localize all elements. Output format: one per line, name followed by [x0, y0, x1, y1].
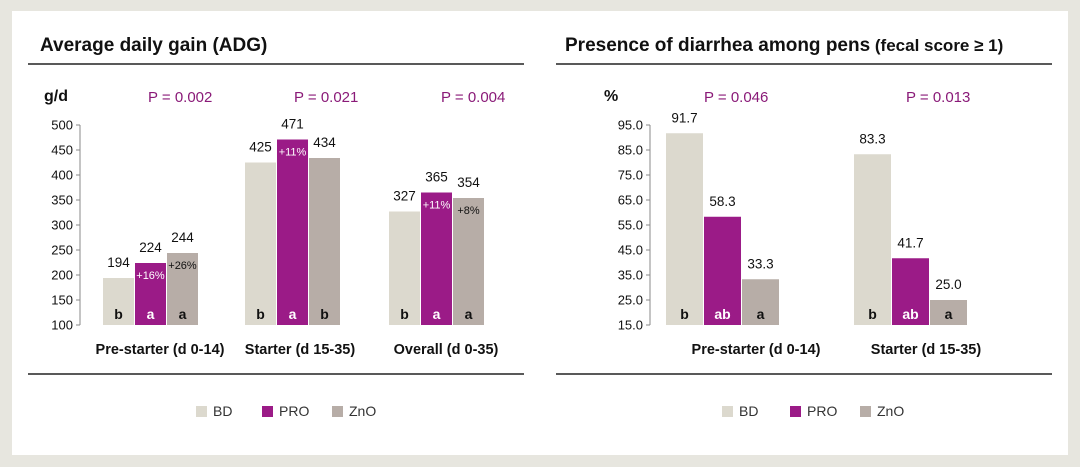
bar-pro [421, 192, 452, 325]
chart-subtitle: (fecal score ≥ 1) [870, 36, 1003, 55]
chart-title: Presence of diarrhea among pens (fecal s… [565, 35, 1003, 56]
significance-letter: a [179, 306, 187, 322]
y-tick-label: 500 [51, 118, 73, 133]
bar-value-label: 91.7 [671, 110, 697, 125]
bar-bd [103, 278, 134, 325]
legend-swatch-bd [722, 406, 733, 417]
bar-value-label: 83.3 [859, 131, 885, 146]
y-tick-label: 450 [51, 143, 73, 158]
significance-letter: a [757, 306, 765, 322]
bar-value-label: 365 [425, 170, 448, 185]
y-tick-label: 45.0 [618, 243, 643, 258]
significance-letter: ab [902, 306, 918, 322]
percent-change-label: +8% [457, 205, 480, 217]
significance-letter: b [256, 306, 265, 322]
bar-value-label: 425 [249, 140, 272, 155]
bar-value-label: 354 [457, 175, 480, 190]
significance-letter: b [320, 306, 329, 322]
x-category-label: Pre-starter (d 0-14) [692, 342, 821, 358]
significance-letter: a [289, 306, 297, 322]
y-tick-label: 200 [51, 268, 73, 283]
percent-change-label: +16% [136, 270, 165, 282]
bar-zno [453, 198, 484, 325]
bar-pro [704, 216, 741, 325]
y-tick-label: 65.0 [618, 193, 643, 208]
percent-change-label: +11% [423, 200, 451, 212]
bar-zno [930, 300, 967, 325]
x-category-label: Overall (d 0-35) [394, 342, 499, 358]
y-tick-label: 400 [51, 168, 73, 183]
p-value-label: P = 0.004 [441, 89, 505, 106]
bar-zno [309, 158, 340, 325]
figure-panel: Average daily gain (ADG) g/d P = 0.002 P = … [12, 11, 1068, 455]
p-value-label: P = 0.046 [704, 89, 768, 106]
bar-value-label: 194 [107, 255, 130, 270]
percent-change-label: +11% [279, 147, 307, 159]
p-value-label: P = 0.013 [906, 89, 970, 106]
bar-zno [742, 279, 779, 325]
x-category-label: Pre-starter (d 0-14) [96, 342, 225, 358]
bar-pro [277, 139, 308, 325]
bar-pro [135, 263, 166, 325]
legend-swatch-pro [790, 406, 801, 417]
legend-label: PRO [279, 403, 309, 419]
bar-value-label: 58.3 [709, 194, 735, 209]
y-tick-label: 15.0 [618, 318, 643, 333]
significance-letter: b [868, 306, 877, 322]
y-tick-label: 85.0 [618, 143, 643, 158]
y-tick-label: 250 [51, 243, 73, 258]
y-tick-label: 300 [51, 218, 73, 233]
significance-letter: b [114, 306, 123, 322]
legend-label: ZnO [877, 403, 904, 419]
y-tick-label: 75.0 [618, 168, 643, 183]
bar-value-label: 41.7 [897, 235, 923, 250]
y-axis-unit: g/d [44, 88, 68, 105]
y-tick-label: 35.0 [618, 268, 643, 283]
bar-value-label: 25.0 [935, 277, 961, 292]
p-value-label: P = 0.002 [148, 89, 212, 106]
y-tick-label: 25.0 [618, 293, 643, 308]
bar-value-label: 471 [281, 117, 304, 132]
significance-letter: b [680, 306, 689, 322]
y-tick-label: 150 [51, 293, 73, 308]
y-tick-label: 95.0 [618, 118, 643, 133]
bar-pro [892, 258, 929, 325]
y-axis-unit: % [604, 88, 618, 105]
p-value-label: P = 0.021 [294, 89, 358, 106]
bar-zno [167, 253, 198, 325]
significance-letter: a [433, 306, 441, 322]
bar-bd [245, 162, 276, 325]
chart-title-text: Presence of diarrhea among pens [565, 35, 870, 56]
legend-label: ZnO [349, 403, 376, 419]
significance-letter: b [400, 306, 409, 322]
figure-canvas: Average daily gain (ADG) g/d P = 0.002 P = … [28, 35, 1052, 419]
chart-title-text: Average daily gain (ADG) [40, 35, 267, 56]
significance-letter: a [945, 306, 953, 322]
x-category-label: Starter (d 15-35) [245, 342, 356, 358]
bar-value-label: 244 [171, 230, 194, 245]
bar-value-label: 33.3 [747, 256, 773, 271]
bar-value-label: 327 [393, 189, 416, 204]
legend-swatch-pro [262, 406, 273, 417]
legend-label: BD [739, 403, 758, 419]
chart-title: Average daily gain (ADG) [40, 35, 267, 56]
percent-change-label: +26% [168, 260, 197, 272]
bar-bd [389, 211, 420, 325]
bar-value-label: 434 [313, 135, 336, 150]
x-category-label: Starter (d 15-35) [871, 342, 982, 358]
significance-letter: ab [714, 306, 730, 322]
significance-letter: a [147, 306, 155, 322]
legend-swatch-zno [860, 406, 871, 417]
legend-label: BD [213, 403, 232, 419]
legend-swatch-zno [332, 406, 343, 417]
y-tick-label: 350 [51, 193, 73, 208]
bar-bd [666, 133, 703, 325]
y-tick-label: 100 [51, 318, 73, 333]
bar-value-label: 224 [139, 240, 162, 255]
y-tick-label: 55.0 [618, 218, 643, 233]
significance-letter: a [465, 306, 473, 322]
legend-swatch-bd [196, 406, 207, 417]
bar-bd [854, 154, 891, 325]
legend-label: PRO [807, 403, 837, 419]
